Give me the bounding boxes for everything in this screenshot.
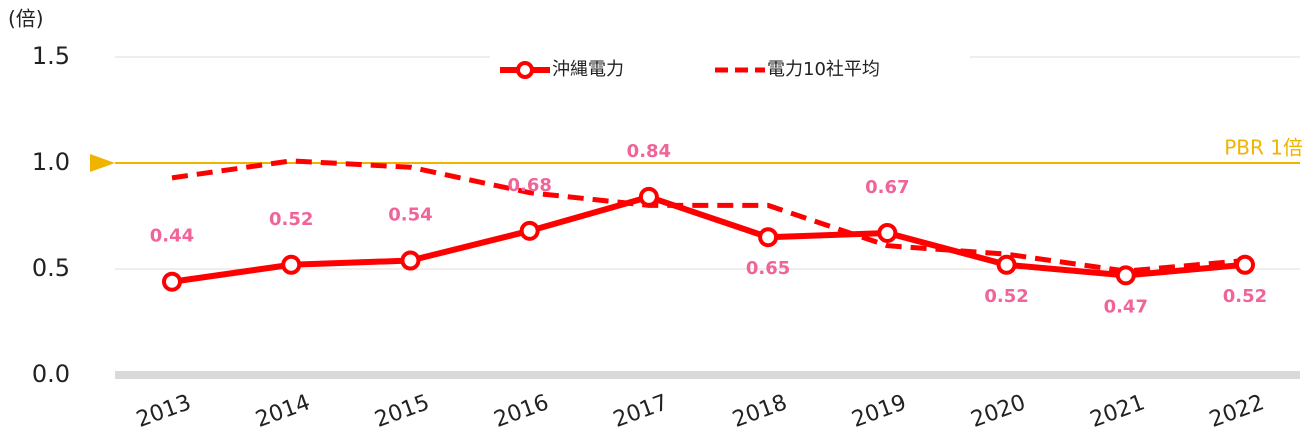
x-tick-label: 2019 [849,390,910,433]
x-tick-label: 2021 [1087,390,1148,433]
legend-marker [516,61,534,79]
series-line [171,158,1246,274]
data-label: 0.47 [1104,296,1148,317]
marker [162,271,182,292]
marker [996,254,1017,275]
marker [877,222,898,243]
y-tick-label: 1.0 [32,148,70,176]
x-tick-label: 2014 [252,390,313,433]
reference-marker [90,154,115,172]
data-label: 0.68 [507,175,551,196]
marker [1235,254,1255,275]
x-tick-label: 2016 [491,390,552,433]
data-label: 0.52 [1223,286,1267,307]
data-label: 0.65 [746,258,790,279]
reference-label: PBR 1倍 [1224,136,1303,160]
marker [519,220,540,241]
marker [281,254,302,275]
series-line [169,193,1248,285]
legend-label: 電力10社平均 [767,59,880,80]
data-label: 0.52 [984,286,1028,307]
x-tick-label: 2020 [968,390,1029,433]
data-label: 0.67 [865,177,909,198]
data-label: 0.52 [269,209,313,230]
y-tick-label: 0.0 [32,360,70,388]
x-tick-label: 2017 [610,390,671,433]
x-tick-label: 2013 [133,390,194,433]
marker [758,227,779,248]
marker [1115,265,1136,286]
data-label: 0.84 [627,141,671,162]
data-label: 0.44 [150,226,194,247]
x-tick-label: 2015 [372,390,433,433]
y-tick-label: 0.5 [32,254,70,282]
marker [400,250,421,271]
y-tick-label: 1.5 [32,42,70,70]
x-tick-label: 2018 [729,390,790,433]
legend-label: 沖縄電力 [552,59,624,80]
legend-bg [490,52,970,88]
data-label: 0.54 [388,205,432,226]
x-tick-label: 2022 [1206,390,1267,433]
y-unit-label: (倍) [8,7,44,31]
marker [638,186,659,207]
